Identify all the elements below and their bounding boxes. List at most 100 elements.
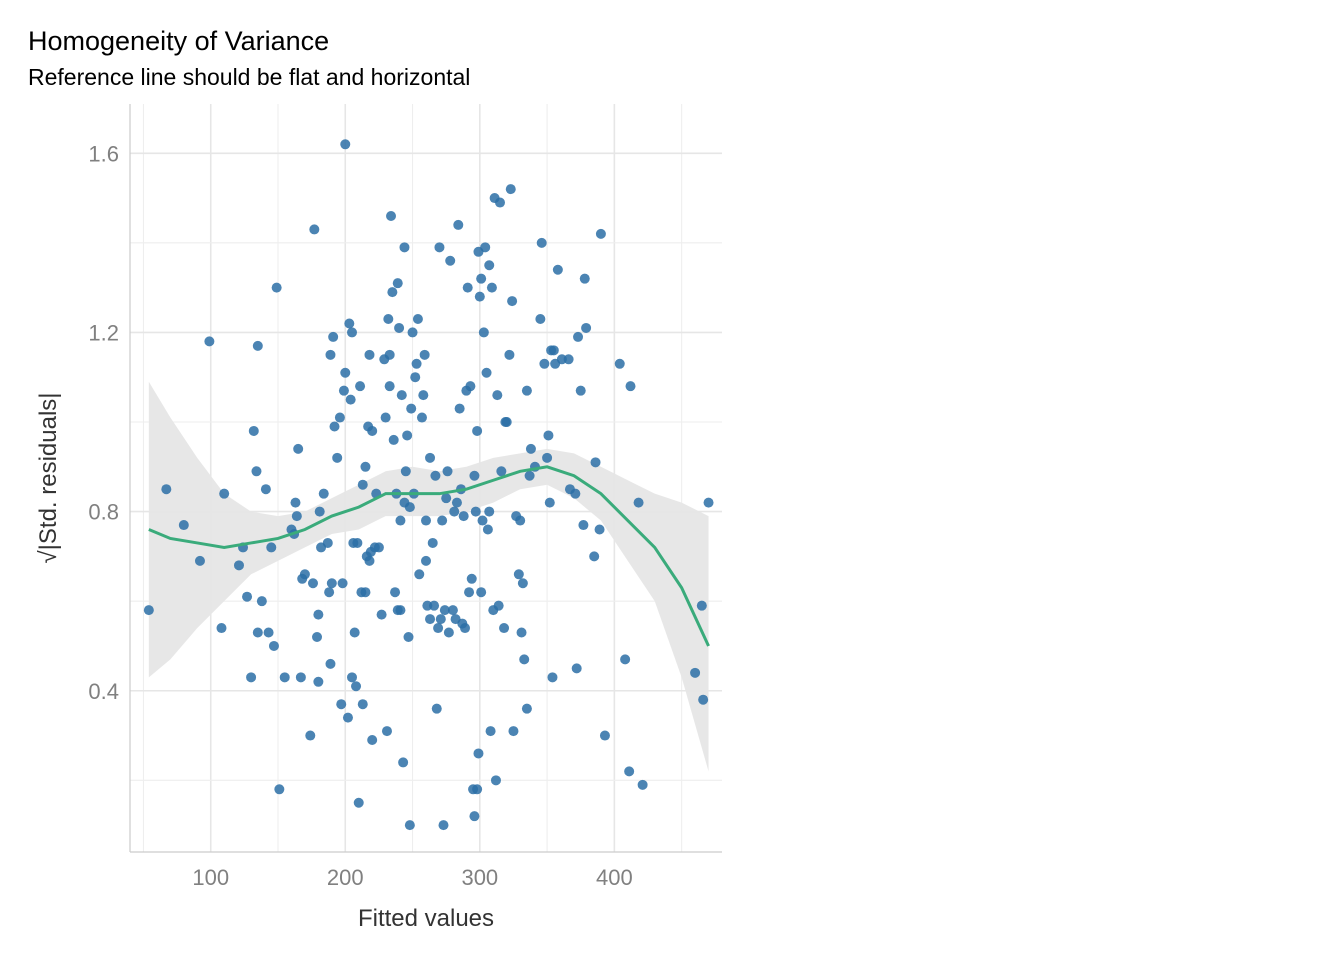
data-point [437, 515, 448, 526]
data-point [351, 681, 362, 692]
data-point [381, 726, 392, 737]
data-point [505, 184, 516, 195]
data-point [416, 412, 427, 423]
data-point [633, 497, 644, 508]
data-point [376, 609, 387, 620]
data-point [349, 627, 360, 638]
data-point [438, 820, 449, 831]
data-point [443, 627, 454, 638]
data-point [445, 255, 456, 266]
data-point [429, 600, 440, 611]
data-point [336, 699, 347, 710]
y-tick-label: 0.8 [88, 500, 119, 525]
y-axis-title: √|Std. residuals| [35, 392, 62, 563]
data-point [515, 515, 526, 526]
data-point [427, 537, 438, 548]
data-point [578, 520, 589, 531]
data-point [571, 663, 582, 674]
x-tick-label: 300 [461, 865, 498, 890]
data-point [614, 358, 625, 369]
data-point [521, 703, 532, 714]
data-point [357, 479, 368, 490]
data-point [279, 672, 290, 683]
data-point [519, 654, 530, 665]
data-point [353, 797, 364, 808]
x-axis-title: Fitted values [358, 905, 494, 932]
data-point [620, 654, 631, 665]
data-point [495, 197, 505, 208]
data-point [395, 605, 406, 616]
data-point [521, 385, 532, 396]
data-point [421, 555, 431, 566]
data-point [313, 609, 324, 620]
data-point [517, 578, 528, 589]
data-point [439, 605, 450, 616]
data-point [143, 605, 154, 616]
data-point [355, 381, 366, 392]
data-point [318, 488, 329, 499]
data-point [219, 488, 230, 499]
data-point [357, 699, 368, 710]
data-point [696, 600, 707, 611]
data-point [579, 273, 590, 284]
data-point [313, 676, 324, 687]
data-point [447, 605, 458, 616]
data-point [465, 381, 476, 392]
y-tick-label: 1.6 [88, 141, 119, 166]
data-point [625, 381, 636, 392]
data-point [504, 349, 515, 360]
data-point [478, 327, 489, 338]
data-point [484, 506, 495, 517]
data-point [322, 537, 333, 548]
data-point [251, 466, 262, 477]
data-point [472, 784, 483, 795]
data-point [271, 282, 282, 293]
data-point [367, 735, 378, 746]
data-point [178, 520, 189, 531]
data-point [364, 349, 375, 360]
data-point [345, 394, 356, 405]
data-point [690, 667, 701, 678]
data-point [430, 470, 441, 481]
data-point [406, 403, 417, 414]
data-point [347, 327, 357, 338]
data-point [496, 466, 507, 477]
data-point [492, 390, 503, 401]
data-point [295, 672, 306, 683]
data-point [407, 327, 418, 338]
data-point [469, 811, 480, 822]
data-point [434, 242, 445, 253]
data-point [412, 313, 423, 324]
data-point [387, 287, 398, 298]
data-point [481, 367, 492, 378]
data-point [252, 340, 263, 351]
data-point [402, 430, 413, 441]
data-point [454, 403, 465, 414]
data-point [384, 381, 395, 392]
data-point [473, 748, 484, 759]
data-point [384, 349, 395, 360]
data-point [507, 296, 518, 307]
data-point [458, 511, 469, 522]
data-point [325, 349, 336, 360]
data-point [194, 555, 205, 566]
data-point [469, 470, 480, 481]
data-point [482, 524, 493, 535]
data-point [637, 779, 648, 790]
data-point [325, 658, 336, 669]
data-point [383, 313, 394, 324]
data-points [143, 139, 714, 831]
data-point [307, 578, 318, 589]
data-point [524, 470, 535, 481]
data-point [394, 322, 405, 333]
data-point [367, 425, 378, 436]
data-point [305, 730, 316, 741]
data-point [216, 623, 227, 634]
data-point [544, 497, 555, 508]
data-point [274, 784, 285, 795]
data-point [451, 497, 462, 508]
x-tick-label: 400 [596, 865, 633, 890]
data-point [493, 600, 504, 611]
data-point [360, 587, 371, 598]
x-tick-label: 100 [192, 865, 229, 890]
